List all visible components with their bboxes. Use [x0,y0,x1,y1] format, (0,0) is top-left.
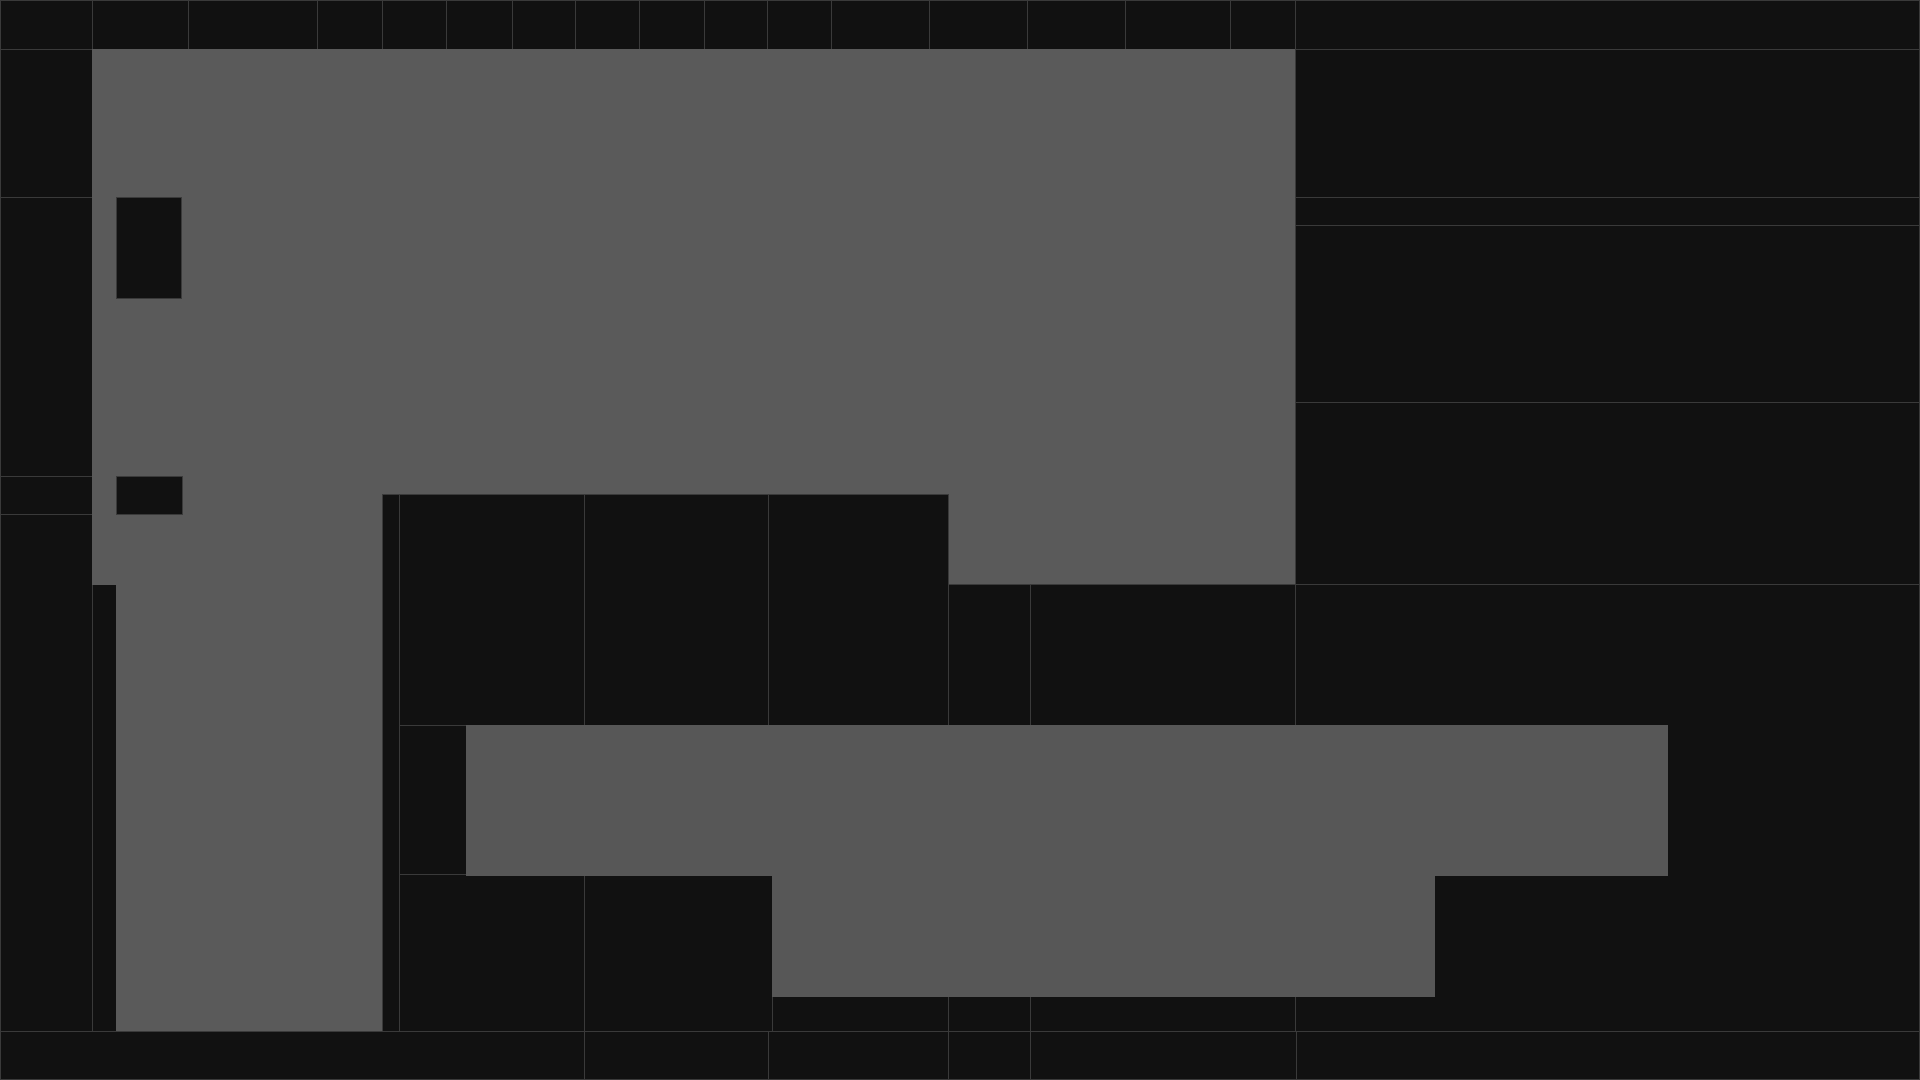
inspector-divider [1295,197,1920,226]
toolbar-tab-14[interactable] [1027,0,1126,50]
floating-bar[interactable] [466,725,1668,876]
toolbar-tab-1[interactable] [0,0,93,50]
grid-lower-5 [1030,995,1297,1032]
inspector-header [1295,0,1920,50]
toolbar-tab-15[interactable] [1125,0,1231,50]
toolbar-tab-5[interactable] [382,0,447,50]
left-sidebar-middle [0,197,93,477]
toolbar-tab-11[interactable] [767,0,832,50]
left-sidebar-divider [0,476,93,515]
left-sidebar-top [0,49,93,198]
inspector-section-3 [1295,402,1920,585]
grid-lower-3 [772,995,949,1032]
toolbar-tab-7[interactable] [512,0,576,50]
timeline-segment-6[interactable] [1296,1031,1920,1080]
timeline-segment-5[interactable] [1030,1031,1297,1080]
toolbar-tab-6[interactable] [446,0,513,50]
viewport-tool-button[interactable] [116,197,182,299]
viewport-lower-left[interactable] [116,484,383,1032]
toolbar-tab-12[interactable] [831,0,930,50]
toolbar-tab-4[interactable] [317,0,383,50]
grid-cell-3 [768,494,949,726]
grid-lower-1 [399,874,585,1032]
toolbar-tab-9[interactable] [639,0,705,50]
grid-lower-2 [584,874,773,1032]
grid-left-edge [382,494,400,1032]
grid-cell-2 [584,494,769,726]
timeline-segment-3[interactable] [768,1031,949,1080]
inspector-section-2 [1295,225,1920,403]
viewport-mini-button[interactable] [116,476,183,515]
grid-lower-4 [948,995,1031,1032]
timeline-segment-2[interactable] [584,1031,769,1080]
left-sidebar-bottom [0,514,93,1032]
toolbar-tab-3[interactable] [188,0,318,50]
grid-cell-5 [1030,584,1297,726]
timeline-segment-1[interactable] [0,1031,585,1080]
timeline-segment-4[interactable] [948,1031,1031,1080]
grid-cell-4 [948,584,1031,726]
left-gutter-lower [92,514,117,1032]
toolbar-tab-13[interactable] [929,0,1028,50]
toolbar-tab-8[interactable] [575,0,640,50]
floating-dropdown[interactable] [772,874,1435,997]
toolbar-tab-10[interactable] [704,0,768,50]
toolbar-tab-2[interactable] [92,0,189,50]
inspector-section-1 [1295,49,1920,198]
grid-cell-1 [399,494,585,726]
